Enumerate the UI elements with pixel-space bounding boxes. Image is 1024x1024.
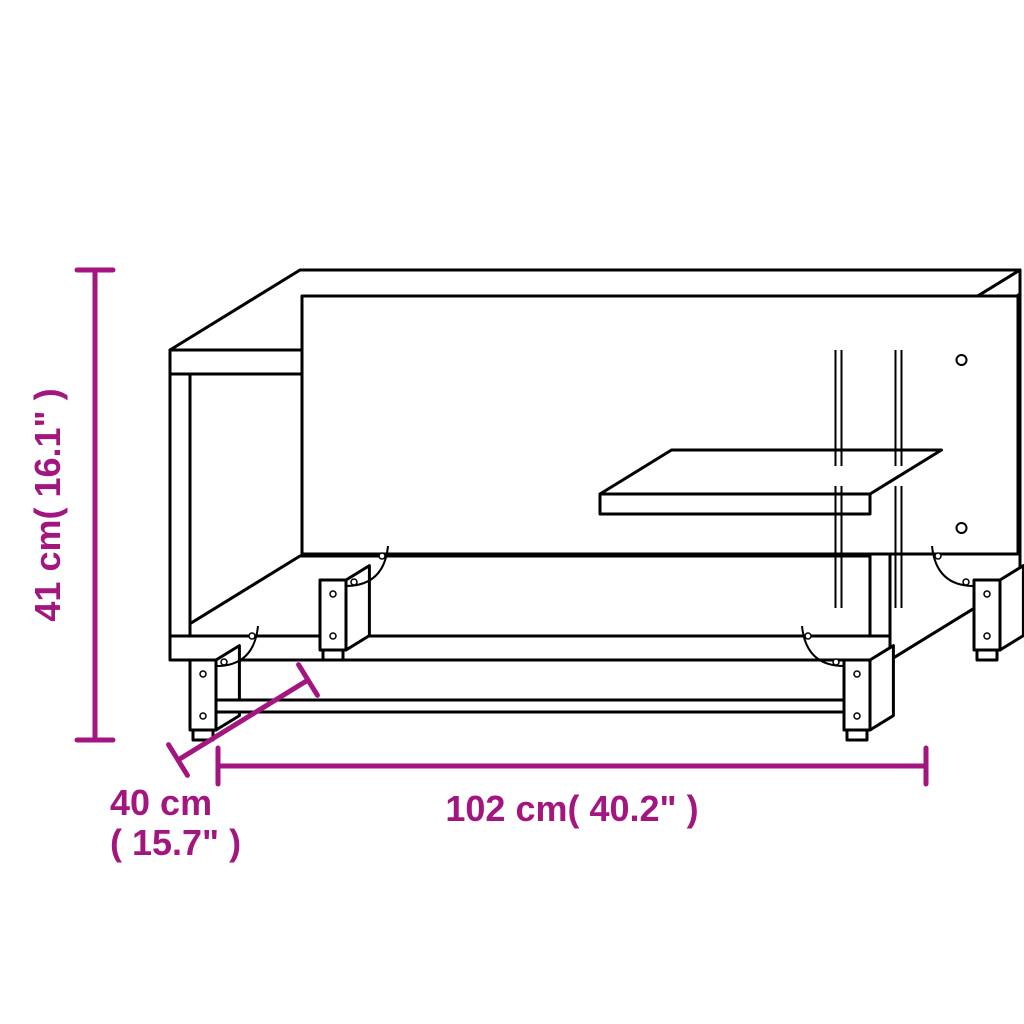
dim-depth-label-2: ( 15.7" ) [110,822,241,863]
dim-depth-label-1: 40 cm [110,782,212,823]
dim-height-label: 41 cm( 16.1" ) [27,388,68,621]
furniture-body [170,270,1020,660]
dim-width-label: 102 cm( 40.2" ) [445,788,698,829]
